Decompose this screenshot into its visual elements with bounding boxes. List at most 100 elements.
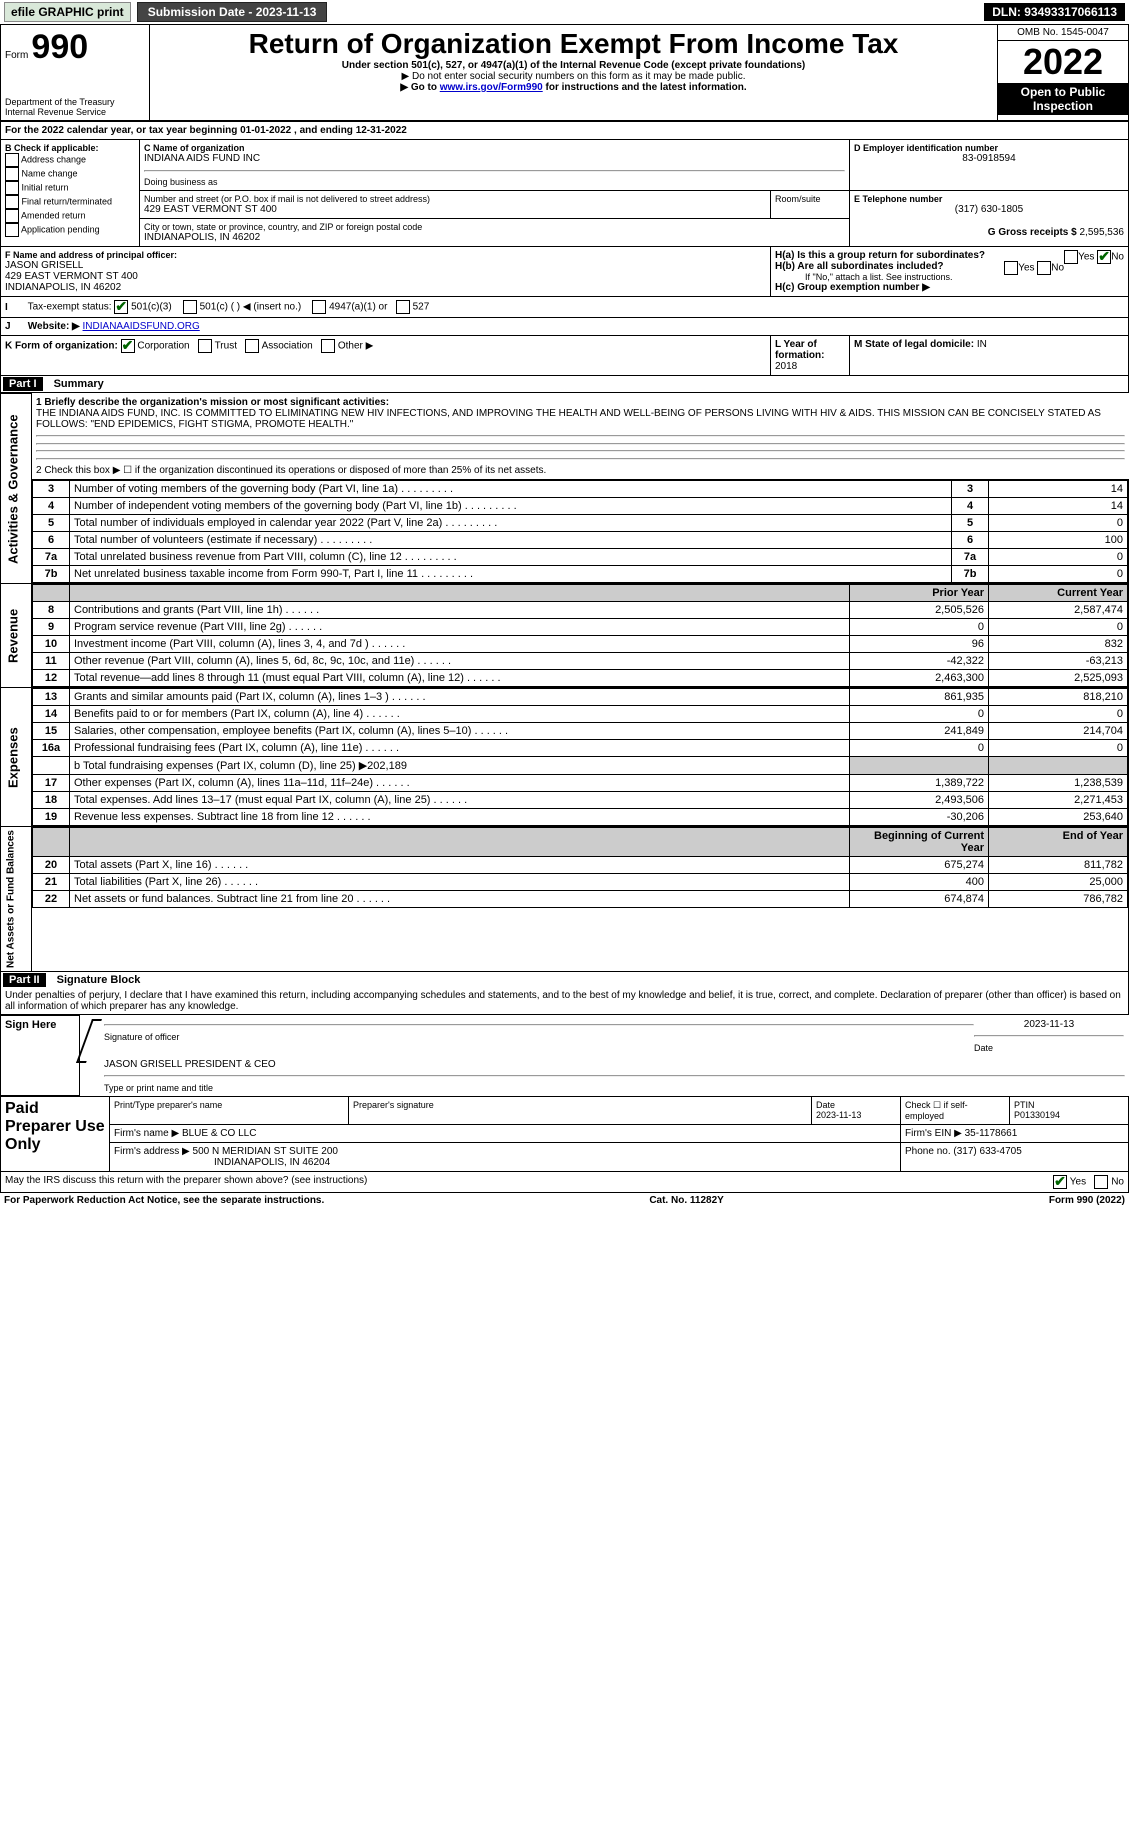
print-name-label: Print/Type preparer's name [110,1097,349,1125]
dln-label: DLN: 93493317066113 [984,3,1125,21]
sig-date-label: Date [974,1043,1124,1053]
corp-checkbox[interactable] [121,339,135,353]
hb-no-checkbox[interactable] [1037,261,1051,275]
table-row: 5Total number of individuals employed in… [33,515,1128,532]
table-row: 12Total revenue—add lines 8 through 11 (… [33,670,1128,687]
dba-label: Doing business as [144,177,845,187]
form-title: Return of Organization Exempt From Incom… [154,28,993,60]
table-row: 21Total liabilities (Part X, line 26) . … [33,874,1128,891]
part2-label: Part II [3,973,46,987]
527-checkbox[interactable] [396,300,410,314]
line-j: J Website: ▶ INDIANAAIDSFUND.ORG [1,318,1129,336]
b-item: Application pending [5,223,135,237]
part1-table: Activities & Governance 1 Briefly descri… [0,393,1129,972]
form-number: 990 [31,28,88,66]
year-formation: 2018 [775,361,797,372]
line1-text: THE INDIANA AIDS FUND, INC. IS COMMITTED… [36,408,1125,430]
b-item: Name change [5,167,135,181]
current-year-header: Current Year [989,585,1128,602]
b-label: B Check if applicable: [5,143,135,153]
firm-addr2: INDIANAPOLIS, IN 46204 [214,1157,330,1168]
table-row: 8Contributions and grants (Part VIII, li… [33,602,1128,619]
table-row: 15Salaries, other compensation, employee… [33,723,1128,740]
sig-date-val: 2023-11-13 [974,1019,1124,1030]
officer-addr2: INDIANAPOLIS, IN 46202 [5,282,766,293]
table-row: 20Total assets (Part X, line 16) . . . .… [33,857,1128,874]
amended-return-checkbox[interactable] [5,209,19,223]
part1-title: Summary [54,378,104,390]
room-suite-label: Room/suite [771,191,850,219]
beg-year-header: Beginning of Current Year [850,828,989,857]
footer: For Paperwork Reduction Act Notice, see … [0,1193,1129,1208]
table-row: 3Number of voting members of the governi… [33,481,1128,498]
section-a: For the 2022 calendar year, or tax year … [0,121,1129,376]
net-table: Beginning of Current Year End of Year 20… [32,827,1128,908]
initial-return-checkbox[interactable] [5,181,19,195]
side-expenses: Expenses [1,688,32,827]
form-footer: Form 990 (2022) [1049,1195,1125,1206]
address-change-checkbox[interactable] [5,153,19,167]
hb-label: H(b) Are all subordinates included? [775,261,944,272]
assoc-checkbox[interactable] [245,339,259,353]
line-16b: b Total fundraising expenses (Part IX, c… [70,757,850,775]
part2-title: Signature Block [57,974,141,986]
other-checkbox[interactable] [321,339,335,353]
form-subtitle: Under section 501(c), 527, or 4947(a)(1)… [154,60,993,71]
firm-phone: (317) 633-4705 [953,1146,1021,1157]
may-irs-no-checkbox[interactable] [1094,1175,1108,1189]
side-net-assets: Net Assets or Fund Balances [1,827,32,972]
side-activities-governance: Activities & Governance [1,394,32,584]
line-i: I Tax-exempt status: 501(c)(3) 501(c) ( … [1,297,1129,318]
firm-name: BLUE & CO LLC [182,1128,256,1139]
name-change-checkbox[interactable] [5,167,19,181]
preparer-table: Paid Preparer Use Only Print/Type prepar… [0,1096,1129,1193]
501c3-checkbox[interactable] [114,300,128,314]
ein-value: 83-0918594 [854,153,1124,164]
website-link[interactable]: INDIANAAIDSFUND.ORG [83,321,200,332]
501c-checkbox[interactable] [183,300,197,314]
table-row: 18Total expenses. Add lines 13–17 (must … [33,792,1128,809]
omb-label: OMB No. 1545-0047 [998,25,1128,41]
ha-label: H(a) Is this a group return for subordin… [775,250,985,261]
calendar-year-line: For the 2022 calendar year, or tax year … [1,122,1129,140]
efile-badge: efile GRAPHIC print [4,2,131,22]
table-row: 16aProfessional fundraising fees (Part I… [33,740,1128,757]
signature-table: Sign Here Signature of officer 2023-11-1… [0,1015,1129,1096]
end-year-header: End of Year [989,828,1128,857]
ha-no-checkbox[interactable] [1097,250,1111,264]
ha-yes-checkbox[interactable] [1064,250,1078,264]
org-name: INDIANA AIDS FUND INC [144,153,845,164]
submission-date-button[interactable]: Submission Date - 2023-11-13 [137,2,328,22]
table-row: 14Benefits paid to or for members (Part … [33,706,1128,723]
table-row: 9Program service revenue (Part VIII, lin… [33,619,1128,636]
c-label: C Name of organization [144,143,845,153]
rows-single: 3Number of voting members of the governi… [32,480,1128,583]
application-pending-checkbox[interactable] [5,223,19,237]
table-row: 6Total number of volunteers (estimate if… [33,532,1128,549]
table-row: 17Other expenses (Part IX, column (A), l… [33,775,1128,792]
ssn-note: ▶ Do not enter social security numbers o… [154,71,993,82]
trust-checkbox[interactable] [198,339,212,353]
side-revenue: Revenue [1,584,32,688]
4947-checkbox[interactable] [312,300,326,314]
street-value: 429 EAST VERMONT ST 400 [144,204,766,215]
final-return-checkbox[interactable] [5,195,19,209]
declaration-text: Under penalties of perjury, I declare th… [1,988,1128,1014]
tax-year: 2022 [998,41,1128,83]
hb-yes-checkbox[interactable] [1004,261,1018,275]
part1-label: Part I [3,377,43,391]
prior-year-header: Prior Year [850,585,989,602]
table-row: 19Revenue less expenses. Subtract line 1… [33,809,1128,826]
may-irs-text: May the IRS discuss this return with the… [5,1175,367,1186]
goto-link[interactable]: www.irs.gov/Form990 [440,82,543,93]
may-irs-yes-checkbox[interactable] [1053,1175,1067,1189]
hb-note: If "No," attach a list. See instructions… [775,272,1124,282]
officer-print-name: JASON GRISELL PRESIDENT & CEO [104,1059,1125,1070]
b-item: Final return/terminated [5,195,135,209]
firm-addr1: 500 N MERIDIAN ST SUITE 200 [193,1146,338,1157]
officer-name: JASON GRISELL [5,260,766,271]
table-row: 7aTotal unrelated business revenue from … [33,549,1128,566]
open-public-badge: Open to Public Inspection [998,83,1128,115]
dept-label: Department of the Treasury [5,97,145,107]
prep-sig-label: Preparer's signature [349,1097,812,1125]
